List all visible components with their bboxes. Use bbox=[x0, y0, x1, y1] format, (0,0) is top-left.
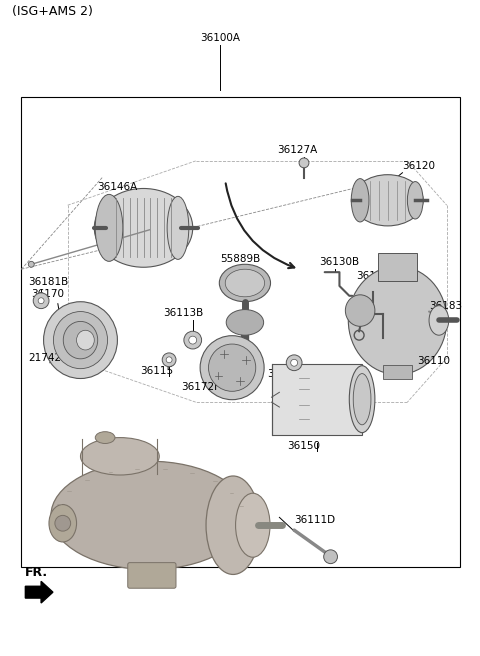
Ellipse shape bbox=[348, 266, 447, 375]
Circle shape bbox=[184, 331, 202, 349]
Text: 36183: 36183 bbox=[429, 300, 462, 310]
Ellipse shape bbox=[219, 264, 271, 302]
Text: 36131A: 36131A bbox=[356, 271, 396, 281]
Text: 36111D: 36111D bbox=[294, 515, 335, 525]
Circle shape bbox=[28, 261, 34, 267]
Ellipse shape bbox=[53, 312, 108, 369]
Circle shape bbox=[291, 359, 298, 366]
Text: 36127A: 36127A bbox=[277, 145, 317, 155]
Ellipse shape bbox=[353, 373, 371, 425]
Circle shape bbox=[33, 293, 49, 308]
Circle shape bbox=[299, 158, 309, 168]
Circle shape bbox=[38, 298, 44, 304]
Circle shape bbox=[166, 357, 172, 363]
Text: (ISG+AMS 2): (ISG+AMS 2) bbox=[12, 5, 93, 18]
Ellipse shape bbox=[345, 295, 375, 326]
Ellipse shape bbox=[44, 302, 118, 379]
Text: 36110: 36110 bbox=[417, 356, 450, 365]
Ellipse shape bbox=[351, 178, 369, 222]
Ellipse shape bbox=[167, 196, 189, 259]
Text: 36150: 36150 bbox=[288, 441, 321, 451]
Ellipse shape bbox=[206, 476, 260, 575]
Ellipse shape bbox=[63, 321, 98, 359]
Circle shape bbox=[162, 353, 176, 367]
Circle shape bbox=[324, 550, 337, 564]
Circle shape bbox=[55, 516, 71, 531]
Bar bbox=[272, 363, 362, 435]
Polygon shape bbox=[25, 581, 53, 603]
Ellipse shape bbox=[225, 269, 264, 297]
Ellipse shape bbox=[208, 344, 256, 392]
Text: 55889B: 55889B bbox=[220, 255, 260, 264]
Text: 21742: 21742 bbox=[28, 353, 61, 363]
Ellipse shape bbox=[408, 182, 423, 219]
Ellipse shape bbox=[51, 461, 248, 569]
Text: 36100A: 36100A bbox=[200, 33, 240, 43]
Text: 36170: 36170 bbox=[31, 289, 64, 298]
Ellipse shape bbox=[429, 306, 449, 335]
Bar bbox=[22, 97, 459, 567]
Ellipse shape bbox=[95, 432, 115, 443]
Circle shape bbox=[189, 336, 197, 344]
Ellipse shape bbox=[49, 504, 76, 542]
Text: 36172F: 36172F bbox=[181, 382, 220, 392]
Ellipse shape bbox=[81, 438, 159, 475]
Text: 36130B: 36130B bbox=[319, 257, 359, 267]
Bar bbox=[383, 365, 412, 380]
Ellipse shape bbox=[200, 336, 264, 400]
Ellipse shape bbox=[352, 174, 423, 226]
Text: 36115: 36115 bbox=[140, 365, 173, 375]
Text: 36113B: 36113B bbox=[163, 308, 203, 318]
Text: 36146A: 36146A bbox=[97, 182, 137, 192]
Ellipse shape bbox=[95, 194, 123, 261]
Ellipse shape bbox=[76, 330, 94, 350]
Text: 36120: 36120 bbox=[402, 161, 435, 171]
Text: FR.: FR. bbox=[25, 566, 48, 579]
Ellipse shape bbox=[236, 493, 270, 557]
Text: 36113B: 36113B bbox=[267, 369, 307, 380]
FancyBboxPatch shape bbox=[128, 563, 176, 588]
Ellipse shape bbox=[349, 365, 375, 433]
Circle shape bbox=[286, 355, 302, 371]
Text: 36181B: 36181B bbox=[28, 277, 69, 287]
Ellipse shape bbox=[94, 188, 193, 267]
Ellipse shape bbox=[226, 310, 264, 335]
Bar bbox=[378, 253, 417, 281]
